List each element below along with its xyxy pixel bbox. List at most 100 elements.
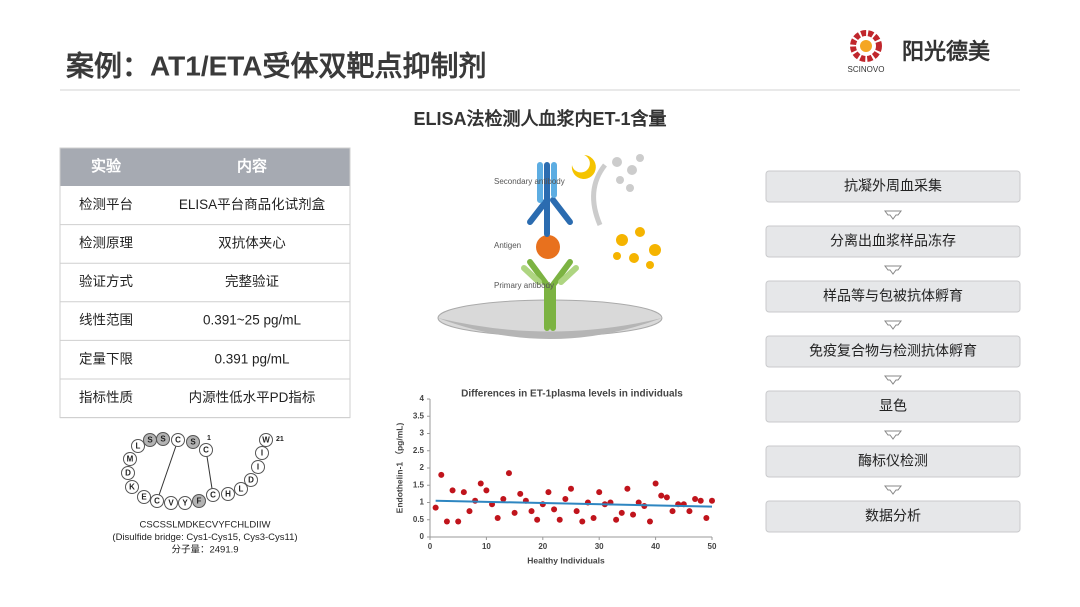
product [613,227,661,269]
residue-letter: I [261,449,263,458]
data-point [432,504,439,511]
y-tick-label: 2.5 [413,446,425,455]
flow-step [765,390,1021,423]
flow-step-label: 酶标仪检测 [858,453,928,469]
data-point [709,497,715,504]
table-cell: 0.391 pg/mL [214,351,290,366]
table-cell: 检测平台 [79,197,133,212]
x-tick-label: 0 [428,542,433,551]
data-point [545,489,552,496]
residue [150,494,164,508]
data-point [460,489,467,496]
data-point [477,480,484,487]
flow-arrow [884,430,902,440]
residue-letter: F [197,497,202,506]
y-tick-label: 3.5 [413,411,425,420]
table-border [59,147,351,419]
data-point [669,508,676,515]
peptide-note: (Disulfide bridge: Cys1-Cys15, Cys3-Cys1… [112,532,297,543]
data-point [630,511,637,518]
elisa-label: Primary antibody [494,281,554,290]
data-point [562,496,569,503]
residue [137,490,151,504]
flow-step-label: 抗凝外周血采集 [844,178,942,194]
section-subtitle: ELISA法检测人血浆内ET-1含量 [413,108,666,129]
y-tick-label: 1 [420,498,425,507]
data-point [613,516,620,523]
data-point [517,490,524,497]
data-point [596,489,603,496]
logo-en: SCINOVO [848,65,885,74]
table-cell: 完整验证 [225,274,279,289]
flow-step [765,335,1021,368]
flow-step [765,225,1021,258]
residue-letter: H [225,490,231,499]
residue-letter: K [129,483,135,492]
elisa-label: Antigen [494,241,521,250]
data-point [652,480,659,487]
residue-letter: D [248,476,254,485]
residue [255,446,269,460]
enzyme [571,155,596,179]
data-point [663,494,670,501]
trend-line [435,499,713,508]
flow-step-label: 分离出血浆样品冻存 [830,233,956,249]
residue [221,487,235,501]
table-header: 实验 [91,157,122,175]
residue-letter: S [147,436,153,445]
disulfide-bond [205,449,214,496]
flow-arrow [884,375,902,385]
logo-mark [850,30,882,62]
peptide-mass: 分子量：2491.9 [171,545,238,556]
residue [234,482,248,496]
y-tick-label: 0.5 [413,515,425,524]
elisa-diagram: Secondary antibody Antigen Primary antib… [437,154,663,339]
data-point [573,508,580,515]
x-axis-label: Healthy Individuals [527,555,605,565]
logo-core [860,40,872,52]
residue-letter: C [210,491,216,500]
residue-letter: W [262,436,270,445]
flowchart: 抗凝外周血采集分离出血浆样品冻存样品等与包被抗体孵育免疫复合物与检测抗体孵育显色… [765,170,1021,533]
residue [123,452,137,466]
table-cell: 检测原理 [79,235,133,250]
y-axis-label: Endothelin-1 （pg/mL) [394,423,404,514]
flow-step [765,280,1021,313]
x-tick-label: 50 [708,542,717,551]
residue-letter: C [203,446,209,455]
data-point [438,471,445,478]
y-tick-label: 2 [420,463,425,472]
residue-letter: S [190,438,196,447]
primary-antibody [521,259,579,331]
x-tick-label: 10 [482,542,491,551]
flow-step-label: 样品等与包被抗体孵育 [823,288,963,304]
data-point [590,515,597,522]
y-tick-label: 4 [420,394,425,403]
residue [251,460,265,474]
logo: SCINOVO 阳光德美 [848,30,991,74]
flow-step-label: 数据分析 [865,508,921,524]
data-point [635,499,642,506]
table-cell: 线性范围 [79,313,133,328]
chart: Differences in ET-1plasma levels in indi… [394,389,717,566]
residue [178,496,192,510]
residue-number: 1 [207,435,211,442]
x-tick-label: 20 [538,542,547,551]
flow-step [765,170,1021,203]
data-point [646,518,653,525]
data-point [686,508,693,515]
y-tick-label: 3 [420,429,425,438]
data-point [505,470,512,477]
x-tick-label: 30 [595,542,604,551]
data-point [483,487,490,494]
peptide-sequence: CSCSSLMDKECVYFCHLDIIW [140,520,271,531]
residue-letter: Y [182,499,188,508]
residue [143,433,157,447]
antigen [536,235,560,259]
residue-letter: M [127,455,134,464]
residue-letter: D [125,469,131,478]
data-point [692,496,699,503]
x-tick-label: 40 [651,542,660,551]
